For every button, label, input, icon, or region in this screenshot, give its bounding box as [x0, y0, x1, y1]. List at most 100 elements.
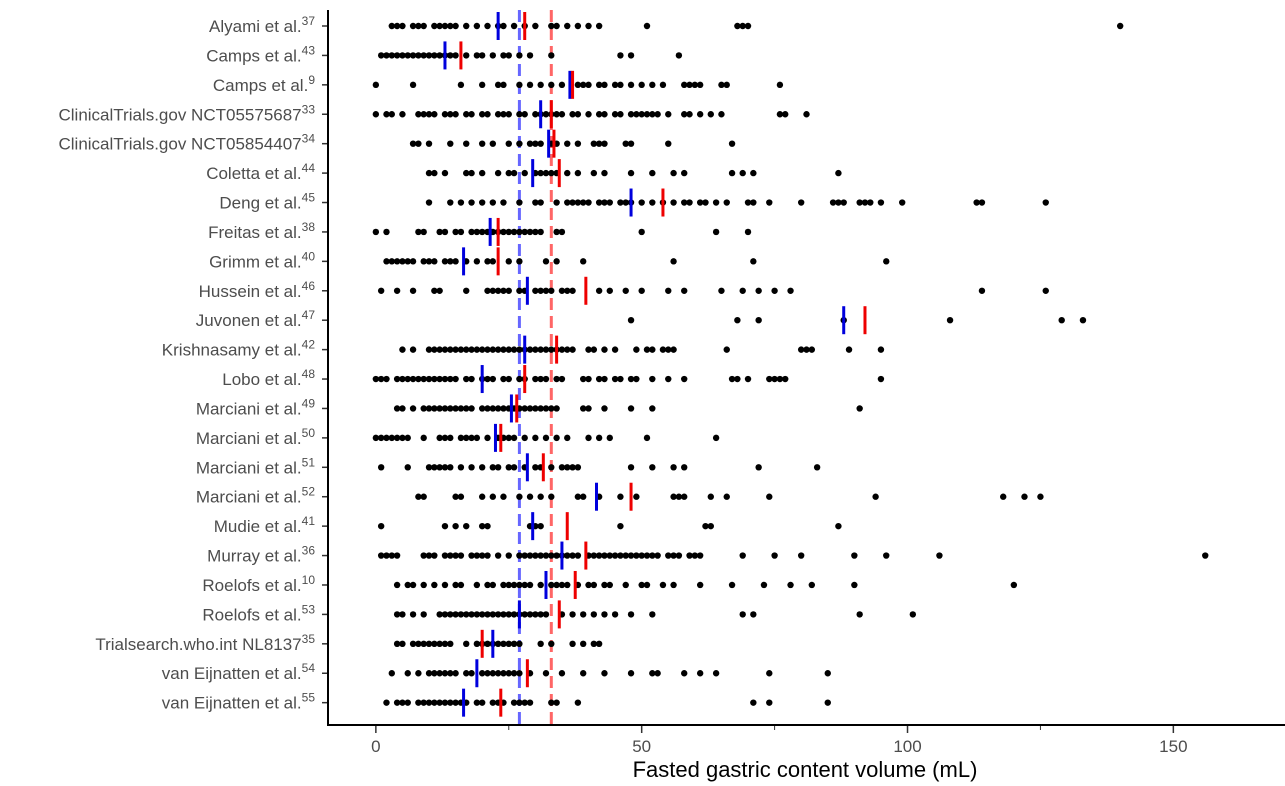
- data-point: [393, 258, 401, 265]
- data-point: [744, 228, 752, 236]
- data-point: [505, 670, 512, 677]
- data-point: [489, 346, 497, 353]
- data-point: [383, 228, 390, 236]
- data-point: [452, 346, 459, 353]
- data-point: [649, 552, 656, 559]
- study-name: Hussein et al.: [199, 282, 302, 301]
- data-point: [431, 640, 438, 648]
- data-point: [585, 81, 592, 89]
- data-point: [548, 287, 555, 294]
- data-point: [415, 493, 422, 500]
- data-point: [750, 258, 757, 265]
- data-point: [978, 287, 986, 294]
- data-point: [484, 375, 491, 383]
- data-point: [681, 81, 688, 89]
- data-point: [739, 611, 746, 618]
- data-point: [478, 464, 486, 471]
- data-point: [580, 258, 587, 265]
- data-point: [553, 228, 560, 236]
- data-point: [468, 111, 475, 118]
- data-point: [787, 287, 794, 294]
- data-point: [372, 375, 380, 383]
- data-point: [383, 552, 390, 559]
- data-point: [670, 464, 677, 471]
- data-point: [617, 199, 624, 206]
- data-point: [409, 287, 417, 294]
- data-point: [877, 199, 885, 206]
- data-point: [595, 552, 603, 559]
- data-point: [484, 522, 491, 530]
- data-point: [601, 111, 608, 118]
- data-point: [569, 199, 576, 206]
- data-point: [696, 670, 704, 677]
- data-point: [622, 581, 629, 589]
- data-point: [409, 140, 417, 147]
- data-point: [494, 111, 502, 118]
- data-point: [436, 640, 443, 648]
- data-point: [399, 640, 406, 648]
- data-point: [681, 111, 688, 118]
- data-point: [723, 493, 730, 500]
- study-name: Marciani et al.: [196, 488, 302, 507]
- data-point: [638, 81, 645, 89]
- data-point: [548, 699, 555, 706]
- data-point: [590, 611, 598, 618]
- data-point: [463, 611, 470, 618]
- data-point: [420, 22, 427, 30]
- data-point: [431, 699, 438, 706]
- data-point: [681, 375, 688, 383]
- data-point: [452, 258, 459, 265]
- study-label: Roelofs et al.53: [202, 602, 315, 624]
- study-reference-number: 49: [302, 396, 316, 410]
- data-point: [468, 464, 475, 471]
- data-point: [526, 405, 534, 412]
- data-point: [478, 140, 486, 147]
- data-point: [553, 111, 560, 118]
- data-point: [404, 375, 411, 383]
- data-point: [627, 140, 635, 147]
- data-point: [564, 140, 571, 147]
- data-point: [665, 287, 672, 294]
- data-point: [824, 699, 831, 706]
- data-point: [500, 52, 507, 59]
- data-point: [766, 699, 773, 706]
- data-point: [468, 670, 475, 677]
- data-point: [505, 52, 512, 59]
- data-point: [521, 434, 528, 442]
- data-point: [569, 464, 576, 471]
- data-point: [420, 228, 427, 236]
- data-point: [393, 287, 401, 294]
- data-point: [553, 552, 560, 559]
- data-point: [638, 581, 645, 589]
- data-point: [1000, 493, 1007, 500]
- data-point: [526, 81, 534, 89]
- data-point: [372, 81, 380, 89]
- data-point: [728, 140, 736, 147]
- data-point: [489, 670, 497, 677]
- data-point: [595, 640, 603, 648]
- data-point: [415, 228, 422, 236]
- data-point: [569, 287, 576, 294]
- data-point: [548, 52, 555, 59]
- data-point: [441, 111, 449, 118]
- data-point: [447, 699, 454, 706]
- data-point: [420, 258, 427, 265]
- study-name: Freitas et al.: [208, 223, 302, 242]
- data-point: [521, 611, 528, 618]
- data-point: [537, 522, 544, 530]
- data-point: [670, 552, 677, 559]
- data-point: [617, 522, 624, 530]
- data-point: [516, 346, 523, 353]
- data-point: [409, 81, 417, 89]
- data-point: [649, 670, 656, 677]
- data-point: [484, 640, 491, 648]
- data-point: [393, 405, 401, 412]
- data-point: [649, 405, 656, 412]
- study-reference-number: 37: [302, 14, 316, 28]
- data-point: [558, 81, 566, 89]
- data-point: [627, 111, 635, 118]
- data-point: [415, 699, 422, 706]
- study-name: Trialsearch.who.int NL8137: [95, 635, 301, 654]
- data-point: [537, 140, 544, 147]
- data-point: [431, 169, 438, 177]
